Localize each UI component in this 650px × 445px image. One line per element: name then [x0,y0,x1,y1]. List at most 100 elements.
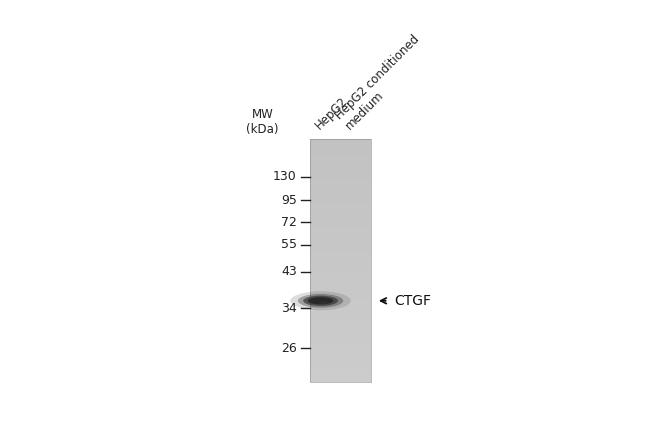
Bar [311,266,371,267]
Bar [311,161,371,162]
Bar [311,194,371,195]
Bar [311,302,371,303]
Bar [311,144,371,145]
Bar [311,337,371,338]
Bar [311,226,371,227]
Bar [311,286,371,287]
Bar [311,285,371,286]
Bar [311,265,371,266]
Bar [311,162,371,163]
Bar [311,270,371,271]
Bar [311,163,371,164]
Bar [311,253,371,254]
Bar [311,355,371,356]
Bar [311,147,371,148]
Ellipse shape [291,291,351,310]
Ellipse shape [319,302,330,305]
Bar [311,319,371,320]
Bar [311,158,371,159]
Bar [311,372,371,373]
Bar [311,140,371,141]
Text: HepG2 conditioned
medium: HepG2 conditioned medium [332,32,432,132]
Bar [311,279,371,280]
Bar [311,340,371,341]
Bar [311,221,371,222]
Bar [311,260,371,262]
Bar [311,320,371,322]
Bar [311,174,371,175]
Bar [311,329,371,330]
Bar [311,328,371,329]
Bar [311,369,371,370]
Bar [311,344,371,345]
Bar [311,166,371,167]
Bar [311,224,371,225]
Bar [311,159,371,160]
Bar [311,375,371,376]
Bar [311,261,371,262]
Bar [311,312,371,313]
Bar [311,251,371,253]
Bar [311,362,371,363]
Bar [311,277,371,278]
Bar [311,342,371,343]
Bar [311,259,371,260]
Bar [311,366,371,367]
Ellipse shape [307,297,333,304]
Bar [311,346,371,347]
Bar [311,155,371,156]
Bar [311,190,371,191]
Bar [311,212,371,213]
Bar [311,338,371,340]
Bar [311,230,371,231]
Bar [311,322,371,323]
Bar [311,347,371,348]
Bar [311,249,371,250]
Bar [311,338,371,339]
Bar [311,380,371,381]
Bar [311,214,371,215]
Bar [311,310,371,311]
Bar [311,245,371,246]
Bar [311,360,371,361]
Bar [311,256,371,258]
Bar [311,178,371,180]
Bar [311,191,371,192]
Bar [311,141,371,142]
Bar [311,217,371,218]
Bar [311,363,371,364]
Bar [311,304,371,305]
Bar [311,370,371,371]
Bar [311,252,371,253]
Bar [311,251,371,252]
Bar [311,287,371,288]
Bar [311,195,371,196]
Bar [311,368,371,369]
Bar [311,188,371,189]
Bar [311,223,371,224]
Bar [311,242,371,243]
Bar [311,153,371,154]
Bar [311,170,371,171]
Bar [311,376,371,377]
Bar [311,160,371,161]
Bar [311,154,371,155]
Bar [311,250,371,251]
Bar [311,201,371,202]
Bar [311,182,371,183]
Bar [311,356,371,357]
Bar [311,247,371,248]
Bar [311,187,371,189]
Bar [311,353,371,354]
Bar [311,187,371,188]
Bar [311,193,371,194]
Bar [311,215,371,216]
Bar [311,232,371,233]
Bar [311,204,371,205]
Bar [311,305,371,306]
Bar [311,219,371,220]
Bar [311,343,371,344]
Bar [311,211,371,212]
Bar [311,167,371,168]
Bar [311,335,371,336]
